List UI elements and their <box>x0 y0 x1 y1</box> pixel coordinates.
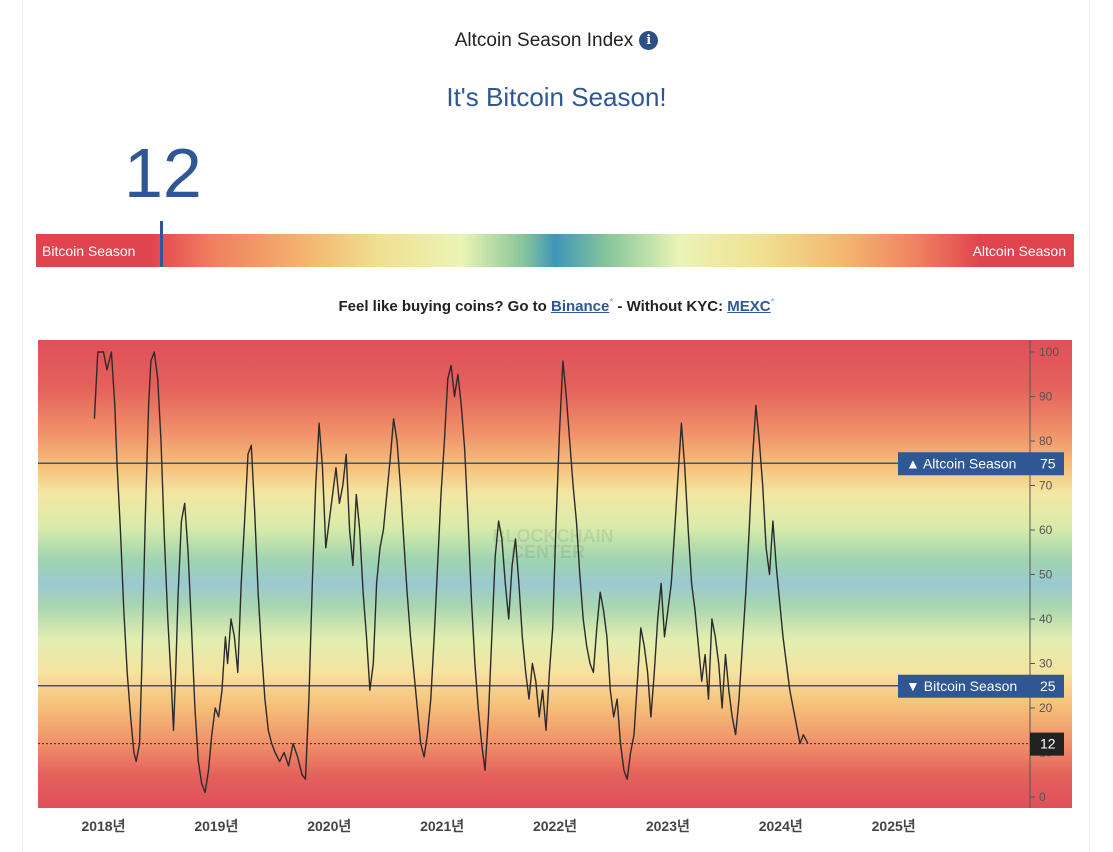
x-tick-label: 2024년 <box>759 818 803 834</box>
current-value-label: 12 <box>1040 736 1056 752</box>
altcoin-index-chart: BLOCKCHAIN CENTER 0102030405060708090100… <box>38 340 1072 834</box>
x-tick-label: 2023년 <box>646 818 690 834</box>
gauge-label-altcoin: Altcoin Season <box>972 243 1066 259</box>
reference-label-box <box>898 452 1064 476</box>
x-axis-ticks: 2018년 2019년 2020년 2021년 2022년 2023년 2024년 2025년 <box>81 818 915 834</box>
reference-label-text: ▲ Altcoin Season <box>906 455 1016 471</box>
y-tick-label: 90 <box>1039 390 1053 404</box>
reference-label-value: 75 <box>1040 455 1056 471</box>
reference-label-box <box>898 674 1064 698</box>
x-tick-label: 2021년 <box>420 818 464 834</box>
series-line <box>93 351 809 794</box>
chart-watermark-line-1: BLOCKCHAIN <box>493 526 614 546</box>
season-gauge: Bitcoin Season Altcoin Season <box>36 234 1074 267</box>
gauge-marker <box>160 221 163 267</box>
y-tick-label: 0 <box>1039 790 1046 804</box>
binance-link[interactable]: Binance <box>551 298 610 315</box>
binance-asterisk: * <box>609 297 614 308</box>
mexc-link[interactable]: MEXC <box>727 298 771 315</box>
y-tick-label: 30 <box>1039 657 1053 671</box>
chart-reference-labels: ▲ Altcoin Season 75 ▼ Bitcoin Season 25 12 <box>898 452 1064 756</box>
mexc-asterisk: * <box>770 297 775 308</box>
promo-line: Feel like buying coins? Go to Binance* -… <box>0 297 1113 315</box>
y-tick-label: 70 <box>1039 479 1053 493</box>
gauge-label-bitcoin: Bitcoin Season <box>42 243 136 259</box>
promo-text-middle: - Without KYC: <box>613 298 728 315</box>
chart-reference-lines <box>38 462 1030 745</box>
content-card <box>22 0 1090 852</box>
y-tick-label: 100 <box>1039 345 1059 359</box>
y-tick-label: 20 <box>1039 701 1053 715</box>
y-tick-label: 40 <box>1039 612 1053 626</box>
x-tick-label: 2025년 <box>872 818 916 834</box>
reference-label-text: ▼ Bitcoin Season <box>906 678 1017 694</box>
y-tick-label: 50 <box>1039 568 1053 582</box>
current-value-box <box>1030 732 1064 756</box>
x-tick-label: 2020년 <box>307 818 351 834</box>
page-title: Altcoin Season Index i <box>0 30 1113 52</box>
reference-label-value: 25 <box>1040 678 1056 694</box>
y-tick-label: 80 <box>1039 434 1053 448</box>
current-index-value: 12 <box>124 134 202 212</box>
x-tick-label: 2019년 <box>194 818 238 834</box>
season-status: It's Bitcoin Season! <box>446 82 667 112</box>
info-icon[interactable]: i <box>639 31 659 50</box>
y-tick-label: 60 <box>1039 523 1053 537</box>
promo-text-before: Feel like buying coins? Go to <box>338 298 551 315</box>
x-tick-label: 2022년 <box>533 818 577 834</box>
page-title-text: Altcoin Season Index <box>454 30 634 51</box>
x-tick-label: 2018년 <box>81 818 125 834</box>
chart-watermark-line-2: CENTER <box>511 542 585 562</box>
